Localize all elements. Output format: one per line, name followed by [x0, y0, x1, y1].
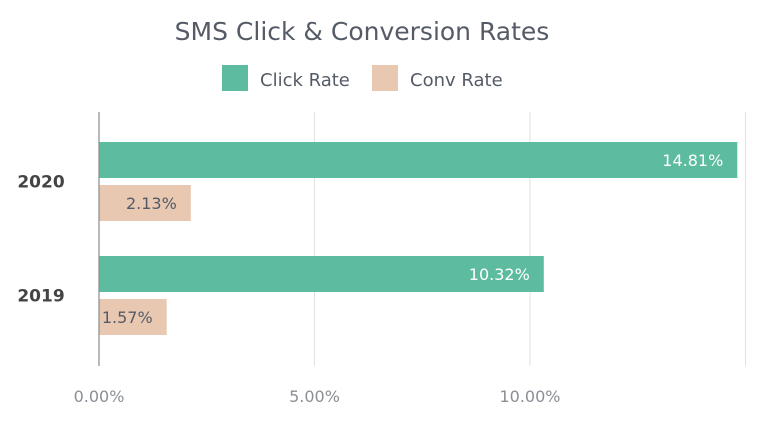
category-label: 2020: [17, 173, 64, 193]
category-labels: 2020 2019: [17, 173, 64, 307]
bar-click-rate-2019: [99, 256, 544, 292]
bars: [99, 142, 738, 335]
x-tick-label: 0.00%: [74, 387, 125, 406]
bar-conv-rate-2019: [99, 299, 167, 335]
legend-label-conv-rate: Conv Rate: [410, 70, 503, 91]
legend-label-click-rate: Click Rate: [260, 70, 350, 91]
x-tick-labels: 0.00% 5.00% 10.00%: [74, 387, 561, 406]
data-label: 10.32%: [469, 265, 530, 284]
legend-swatch-click-rate: [222, 65, 248, 91]
bar-labels: 14.81% 2.13% 10.32% 1.57%: [102, 151, 723, 327]
category-label: 2019: [17, 287, 64, 307]
chart-title: SMS Click & Conversion Rates: [175, 17, 550, 46]
data-label: 14.81%: [662, 151, 723, 170]
legend-swatch-conv-rate: [372, 65, 398, 91]
x-tick-label: 10.00%: [499, 387, 560, 406]
data-label: 2.13%: [126, 194, 177, 213]
bar-conv-rate-2020: [99, 185, 191, 221]
bar-click-rate-2020: [99, 142, 738, 178]
x-tick-label: 5.00%: [289, 387, 340, 406]
data-label: 1.57%: [102, 308, 153, 327]
legend: Click Rate Conv Rate: [222, 65, 503, 91]
